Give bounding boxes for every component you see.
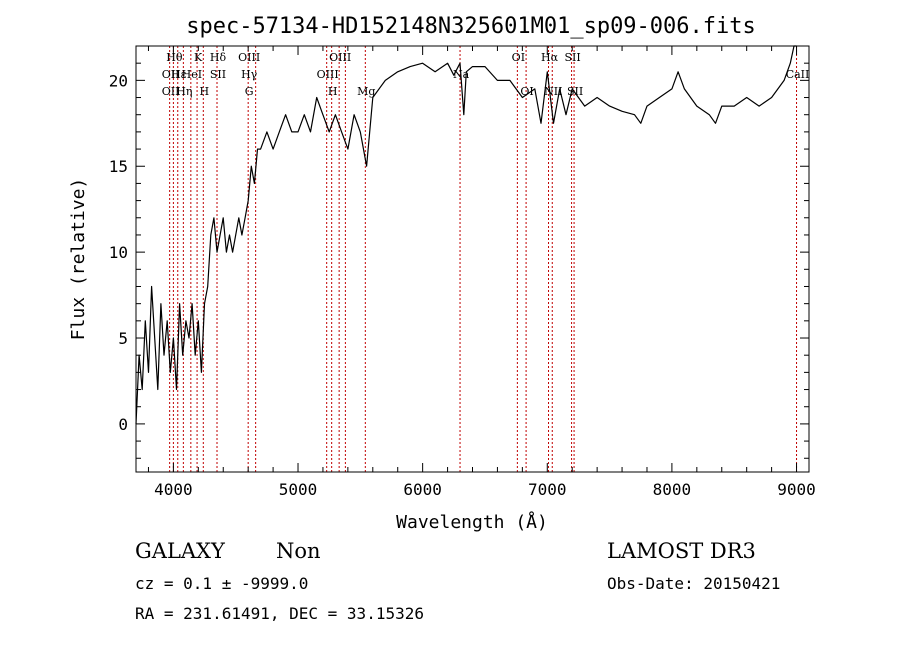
line-marker-label: SII xyxy=(564,51,580,64)
line-marker-label: Mg xyxy=(357,85,375,98)
x-axis-ticks: 4000 5000 6000 7000 8000 9000 xyxy=(147,46,816,499)
x-tick-label: 5000 xyxy=(279,480,318,499)
line-marker-label: OIII xyxy=(329,51,351,64)
line-marker-label: Hα xyxy=(541,51,559,64)
line-marker-label: G xyxy=(245,85,254,98)
line-marker-label: Hγ xyxy=(241,68,258,81)
y-tick-label: 0 xyxy=(118,415,128,434)
y-tick-label: 5 xyxy=(118,329,128,348)
line-marker-label: OIII xyxy=(238,51,260,64)
line-marker-label: OI xyxy=(512,51,525,64)
line-marker-label: SII xyxy=(567,85,583,98)
line-marker-label: Hθ xyxy=(166,51,183,64)
y-axis-ticks: 0 5 10 15 20 xyxy=(109,62,809,459)
line-marker-label: SII xyxy=(210,68,226,81)
y-tick-label: 15 xyxy=(109,157,128,176)
y-axis-label: Flux (relative) xyxy=(68,178,89,341)
line-marker-label: H xyxy=(328,85,338,98)
redshift-line: cz = 0.1 ± -9999.0 xyxy=(135,574,308,593)
y-tick-label: 10 xyxy=(109,243,128,262)
x-tick-label: 9000 xyxy=(777,480,816,499)
line-marker-label: H xyxy=(200,85,210,98)
coordinates-line: RA = 231.61491, DEC = 33.15326 xyxy=(135,604,424,623)
survey-label: LAMOST DR3 xyxy=(607,539,756,563)
x-tick-label: 8000 xyxy=(653,480,692,499)
line-marker-label: Hη xyxy=(176,85,192,98)
line-marker-label: K xyxy=(194,51,203,64)
line-marker-label: OII xyxy=(162,68,180,81)
line-marker-label: OIII xyxy=(317,68,339,81)
line-marker-label: HeI xyxy=(182,68,202,81)
line-marker-label: OI xyxy=(520,85,533,98)
line-markers xyxy=(169,46,798,472)
x-axis-label: Wavelength (Å) xyxy=(396,511,548,533)
chart-title: spec-57134-HD152148N325601M01_sp09-006.f… xyxy=(186,14,756,39)
line-marker-label: Hδ xyxy=(210,51,227,64)
line-marker-label: Hε xyxy=(171,68,187,81)
x-tick-label: 6000 xyxy=(403,480,442,499)
line-marker-label: CaII xyxy=(786,68,810,81)
object-class: GALAXY xyxy=(135,539,226,563)
y-tick-label: 20 xyxy=(109,71,128,90)
line-marker-labels: OII OII Hθ Hε Hη HeI K H Hδ SII OIII Hγ G OIII H OIII Mg… xyxy=(162,51,810,98)
object-subclass: Non xyxy=(276,539,321,563)
spectrum-line xyxy=(135,45,797,424)
obs-date-line: Obs-Date: 20150421 xyxy=(607,574,780,593)
series-layer xyxy=(135,45,797,424)
x-tick-label: 7000 xyxy=(528,480,567,499)
x-tick-label: 4000 xyxy=(154,480,193,499)
line-marker-label: OII xyxy=(162,85,180,98)
